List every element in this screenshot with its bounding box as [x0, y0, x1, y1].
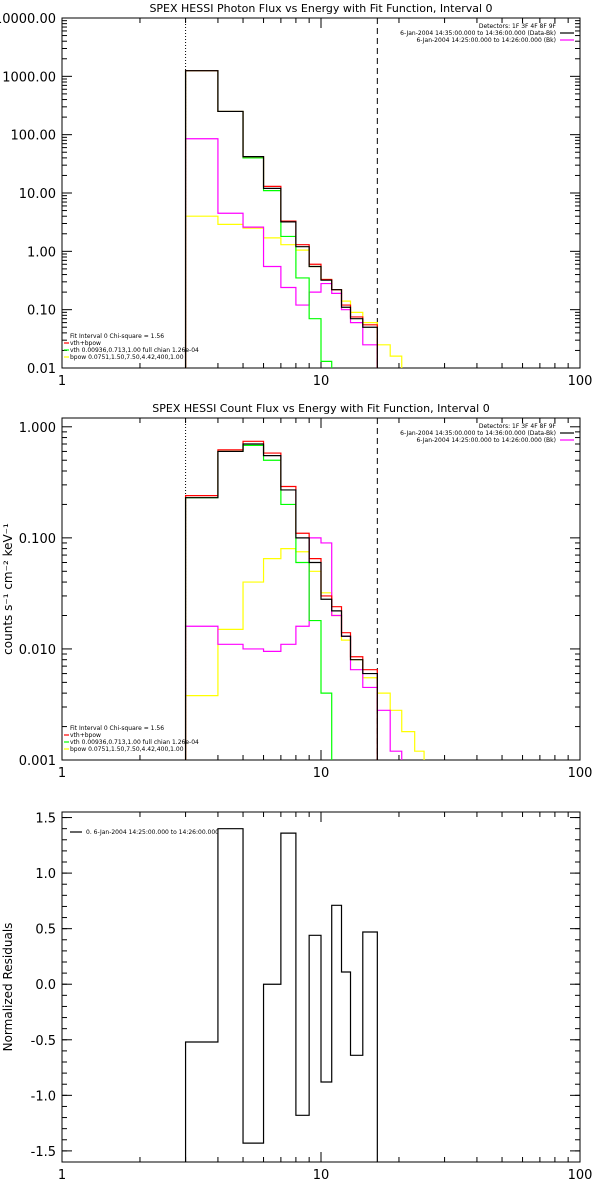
series-black-histogram	[184, 70, 378, 368]
y-axis-label: Normalized Residuals	[1, 923, 15, 1052]
x-tick-label: 1	[58, 766, 66, 781]
x-tick-label: 100	[568, 1168, 593, 1183]
y-tick-label: 0.0	[35, 978, 56, 993]
series-magenta-histogram	[184, 138, 378, 368]
plot-frame	[61, 417, 581, 761]
y-tick-label: 0.001	[19, 754, 56, 769]
y-tick-label: 1.5	[35, 812, 56, 827]
y-tick-label: 1.0	[35, 867, 56, 882]
chart-title: SPEX HESSI Count Flux vs Energy with Fit…	[152, 402, 489, 415]
y-tick-label: 1.00	[27, 245, 56, 260]
x-tick-label: 100	[568, 766, 593, 781]
y-tick-label: 0.5	[35, 923, 56, 938]
fit-legend-entry: Fit Interval 0 Chi-square = 1.56	[70, 333, 164, 340]
y-tick-label: -0.5	[31, 1034, 56, 1049]
x-tick-label: 1	[58, 374, 66, 389]
series-magenta-histogram	[184, 537, 403, 760]
series-black-histogram	[184, 828, 378, 1162]
panel-3: Normalized Residuals 1 10 100 -1.5 -1.0 -0.5 0.…	[1, 811, 593, 1183]
y-axis-label: counts s⁻¹ cm⁻² keV⁻¹	[1, 523, 15, 655]
fit-legend-entry: bpow 0.0751,1.50,7.50,4.42,400,1.00	[70, 746, 184, 753]
header-note: 6-Jan-2004 14:25:00.000 to 14:26:00.000 …	[416, 437, 556, 444]
header-note: 6-Jan-2004 14:35:00.000 to 14:36:00.000 …	[400, 430, 556, 437]
panel-2: SPEX HESSI Count Flux vs Energy with Fit…	[1, 402, 593, 781]
header-note: Detectors: 1F 3F 4F 8F 9F	[479, 423, 557, 430]
x-tick-label: 10	[313, 1168, 330, 1183]
fit-legend-entry: 0. 6-Jan-2004 14:25:00.000 to 14:26:00.0…	[86, 829, 219, 836]
plot-frame	[61, 811, 581, 1163]
y-tick-label: 0.010	[19, 643, 56, 658]
x-tick-label: 100	[568, 374, 593, 389]
y-tick-label: -1.0	[31, 1089, 56, 1104]
fit-legend-entry: bpow 0.0751,1.50,7.50,4.42,400,1.00	[70, 354, 184, 361]
y-tick-label: 100.00	[11, 129, 57, 144]
y-tick-label: 1000.00	[2, 70, 56, 85]
fit-legend-entry: vth+bpow	[70, 340, 101, 347]
plot-frame	[61, 17, 581, 369]
header-note: 6-Jan-2004 14:25:00.000 to 14:26:00.000 …	[416, 37, 556, 44]
y-tick-label: -1.5	[31, 1145, 56, 1160]
x-tick-label: 10	[313, 766, 330, 781]
y-tick-label: 10000.00	[0, 12, 56, 27]
fit-legend-entry: Fit Interval 0 Chi-square = 1.56	[70, 725, 164, 732]
header-note: 6-Jan-2004 14:35:00.000 to 14:36:00.000 …	[400, 30, 556, 37]
chart-title: SPEX HESSI Photon Flux vs Energy with Fi…	[149, 2, 492, 15]
y-tick-label: 1.000	[19, 421, 56, 436]
fit-legend-entry: vth 0.00936,0.713,1.00 full chian 1.26e-…	[70, 739, 199, 746]
y-tick-label: 0.100	[19, 532, 56, 547]
fit-legend-entry: vth 0.00936,0.713,1.00 full chian 1.26e-…	[70, 347, 199, 354]
y-tick-label: 10.00	[19, 187, 56, 202]
y-tick-label: 0.01	[27, 362, 56, 377]
x-tick-label: 10	[313, 374, 330, 389]
fit-legend-entry: vth+bpow	[70, 732, 101, 739]
series-black-histogram	[184, 443, 378, 760]
panel-1: SPEX HESSI Photon Flux vs Energy with Fi…	[0, 2, 593, 389]
header-note: Detectors: 1F 3F 4F 8F 9F	[479, 23, 557, 30]
x-tick-label: 1	[58, 1168, 66, 1183]
y-tick-label: 0.10	[27, 304, 56, 319]
